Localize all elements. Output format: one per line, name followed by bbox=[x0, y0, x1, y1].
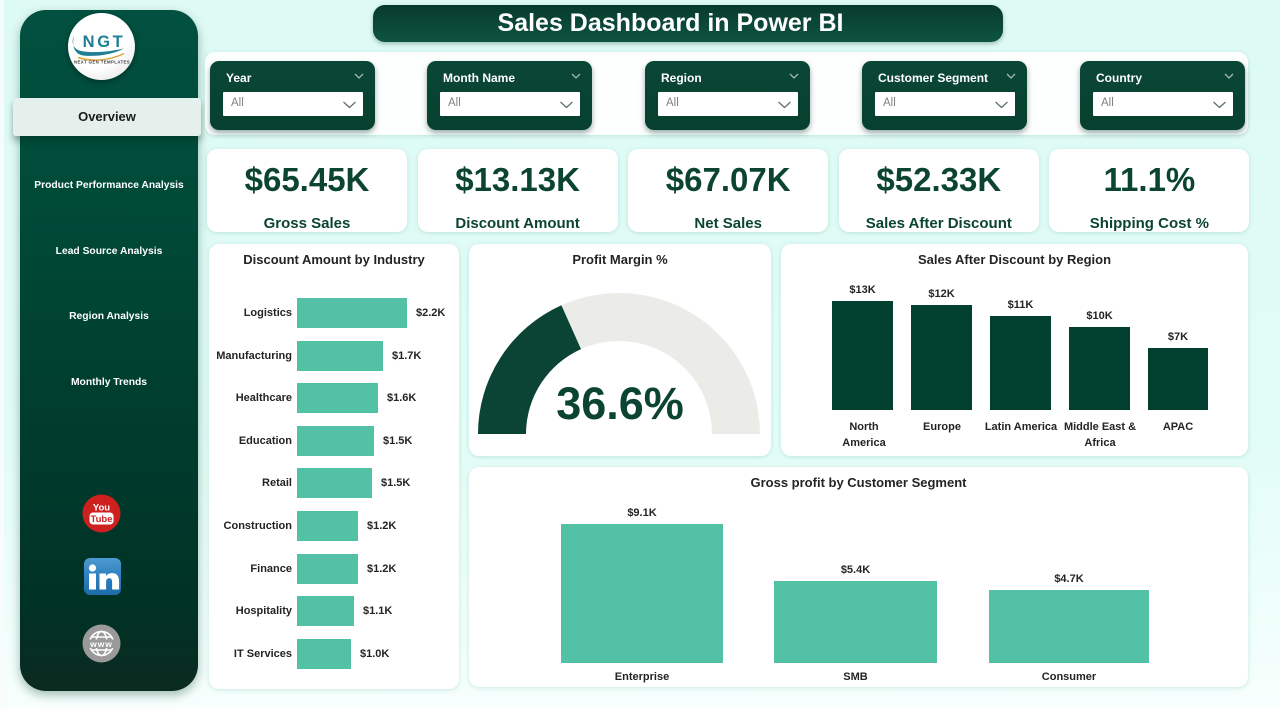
svg-text:www: www bbox=[89, 639, 113, 649]
svg-text:Tube: Tube bbox=[91, 514, 113, 525]
svg-text:NEXT GEN TEMPLATES: NEXT GEN TEMPLATES bbox=[74, 60, 130, 65]
svg-text:You: You bbox=[93, 503, 110, 514]
svg-text:NGT: NGT bbox=[83, 33, 126, 51]
